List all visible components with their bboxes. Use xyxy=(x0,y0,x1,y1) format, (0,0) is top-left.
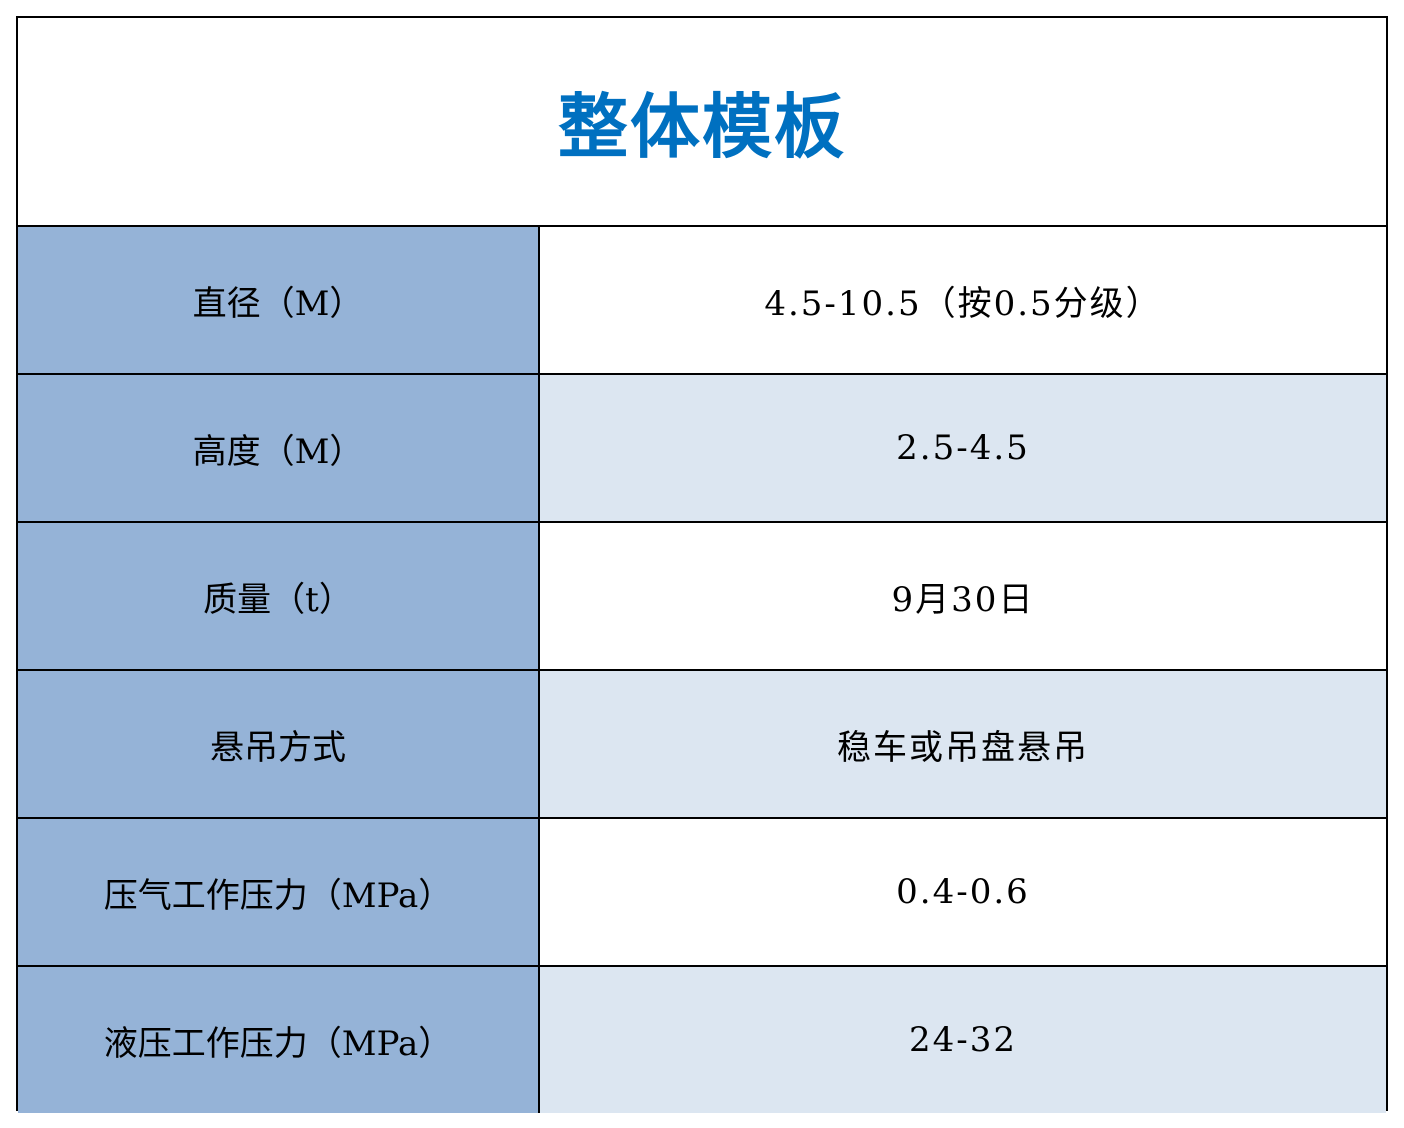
row-label: 质量（t） xyxy=(18,523,540,669)
row-value: 稳车或吊盘悬吊 xyxy=(540,671,1386,817)
table-row: 悬吊方式 稳车或吊盘悬吊 xyxy=(18,671,1386,819)
row-value: 9月30日 xyxy=(891,579,1035,620)
row-value: 2.5-4.5 xyxy=(540,375,1386,521)
row-value: 0.4-0.6 xyxy=(896,872,1030,912)
row-value: 24-32 xyxy=(540,967,1386,1113)
table-row: 直径（M） 4.5-10.5（按0.5分级） xyxy=(18,227,1386,375)
table-row: 液压工作压力（MPa） 24-32 xyxy=(18,967,1386,1113)
row-value: 4.5-10.5（按0.5分级） xyxy=(764,283,1162,324)
table-row: 质量（t） 9月30日 xyxy=(18,523,1386,671)
table-title: 整体模板 xyxy=(18,18,1386,227)
row-label: 压气工作压力（MPa） xyxy=(18,819,540,965)
spec-table: 整体模板 直径（M） 4.5-10.5（按0.5分级） 高度（M） 2.5-4.… xyxy=(16,16,1388,1113)
table-row: 压气工作压力（MPa） 0.4-0.6 xyxy=(18,819,1386,967)
table-row: 高度（M） 2.5-4.5 xyxy=(18,375,1386,523)
row-label: 液压工作压力（MPa） xyxy=(18,967,540,1113)
row-label: 高度（M） xyxy=(18,375,540,521)
row-label: 直径（M） xyxy=(18,227,540,373)
row-label: 悬吊方式 xyxy=(18,671,540,817)
